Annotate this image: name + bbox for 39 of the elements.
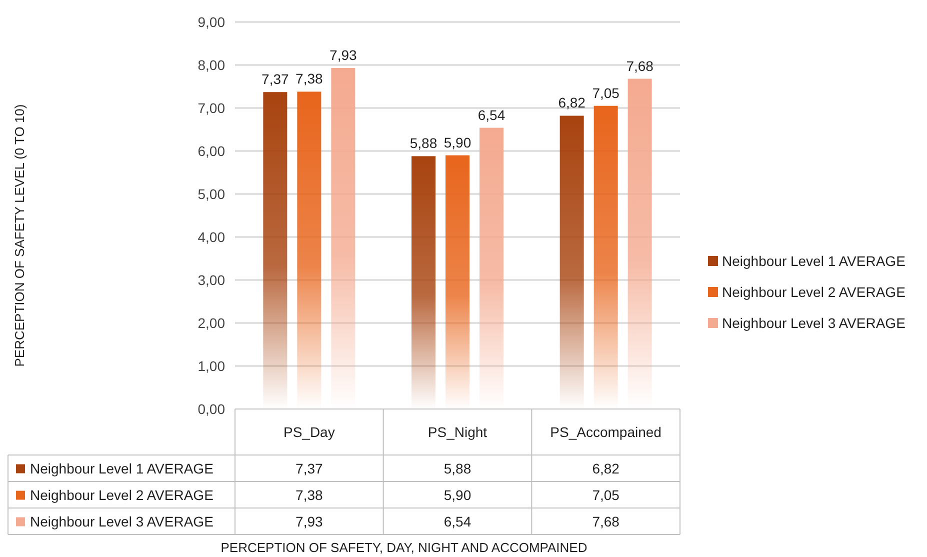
data-label: 7,93 bbox=[296, 513, 324, 530]
text: 7,68 bbox=[626, 58, 654, 74]
legend-label: Neighbour Level 3 AVERAGE bbox=[722, 315, 906, 331]
text: 7,93 bbox=[330, 47, 357, 64]
y-tick-label: 8,00 bbox=[198, 57, 226, 73]
text: 6,82 bbox=[558, 94, 586, 111]
data-label: 7,38 bbox=[296, 486, 324, 503]
text: 6,54 bbox=[478, 106, 506, 123]
y-tick-label: 0,00 bbox=[198, 401, 226, 417]
data-label: 7,68 bbox=[592, 513, 620, 530]
data-label: 6,54 bbox=[444, 513, 472, 530]
y-tick-label: 3,00 bbox=[198, 272, 226, 288]
text: Neighbour Level 2 AVERAGE bbox=[30, 486, 214, 503]
legend-label: Neighbour Level 2 AVERAGE bbox=[722, 284, 906, 300]
x-tick-label: PS_Night bbox=[428, 424, 488, 440]
data-label: 7,37 bbox=[296, 460, 324, 476]
legend-label: Neighbour Level 1 AVERAGE bbox=[30, 460, 214, 476]
text: PERCEPTION OF SAFETY, DAY, NIGHT AND ACCOMPAINED bbox=[220, 540, 588, 555]
data-label: 5,90 bbox=[444, 486, 472, 503]
data-label: 5,88 bbox=[444, 460, 472, 476]
y-tick-label: 1,00 bbox=[198, 358, 226, 374]
y-tick-label: 5,00 bbox=[198, 186, 226, 202]
text: PERCEPTION OF SAFETY LEVEL (0 TO 10) bbox=[12, 104, 27, 367]
text: Neighbour Level 3 AVERAGE bbox=[30, 513, 214, 530]
x-tick-label: PS_Day bbox=[283, 424, 335, 440]
text: 7,05 bbox=[592, 84, 620, 101]
text: 5,88 bbox=[410, 135, 438, 152]
x-tick-label: PS_Accompained bbox=[550, 424, 662, 440]
data-label: 6,82 bbox=[592, 460, 620, 476]
text: 7,37 bbox=[262, 71, 289, 88]
y-tick-label: 9,00 bbox=[198, 14, 226, 30]
y-tick-label: 2,00 bbox=[198, 315, 226, 331]
y-tick-label: 4,00 bbox=[198, 229, 226, 245]
text: 5,90 bbox=[444, 134, 472, 150]
data-label: 7,05 bbox=[592, 486, 620, 503]
y-tick-label: 6,00 bbox=[198, 143, 226, 159]
text: Neighbour Level 1 AVERAGE bbox=[722, 253, 906, 269]
y-tick-label: 7,00 bbox=[198, 100, 226, 116]
text: 7,38 bbox=[296, 70, 323, 87]
